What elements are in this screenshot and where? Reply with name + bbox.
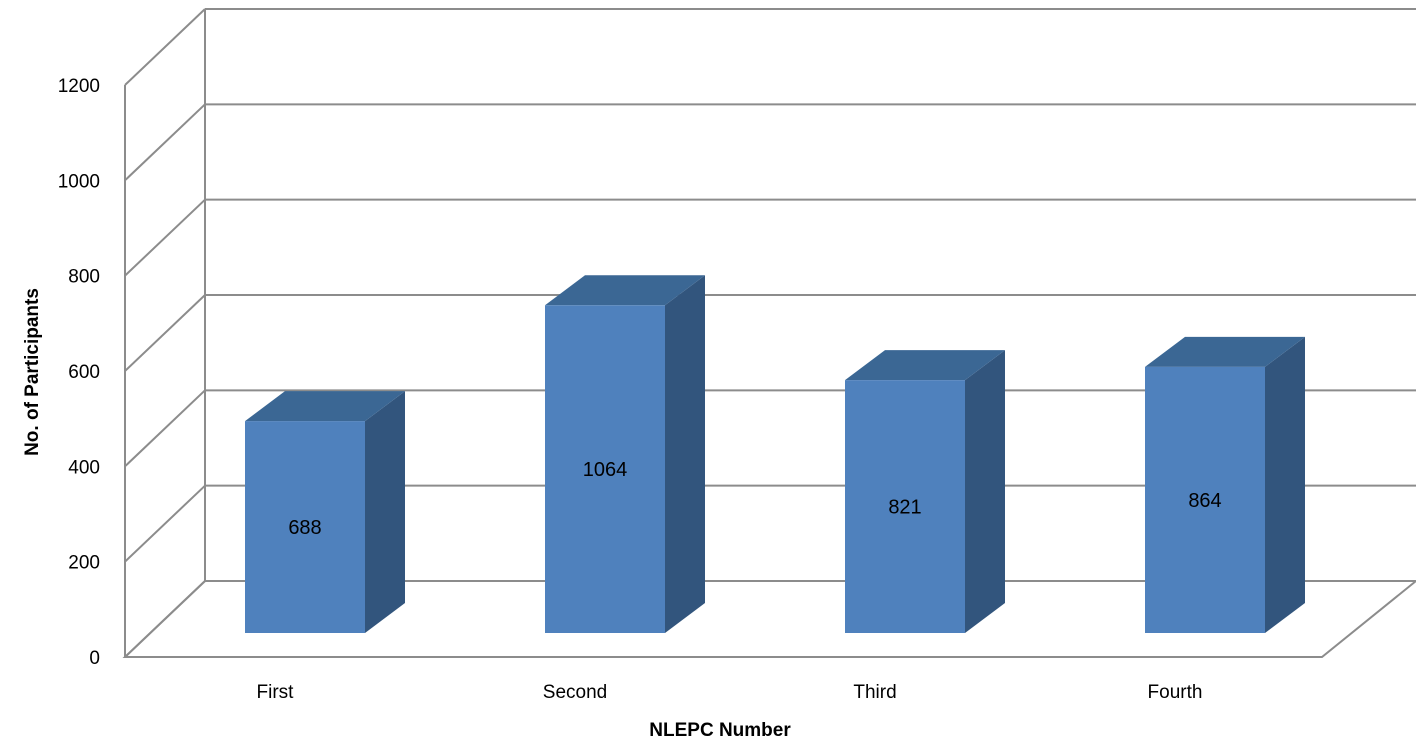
y-tick-label: 800 [68,267,100,288]
bar-side [1265,336,1305,633]
labels: 0 200 400 600 800 1000 1200 688 First 1064 Second 8… [58,76,1222,703]
bar-top [1145,336,1305,367]
y-tick-label: 200 [68,553,100,574]
y-tick-label: 1000 [58,171,100,192]
gridline-side [124,103,206,182]
data-label: 821 [888,497,921,519]
floor [122,580,1416,658]
bar-side [365,391,405,633]
data-label: 688 [288,517,321,539]
bars [245,275,1305,633]
bar [1145,366,1265,633]
gridlines [122,8,1416,658]
bar [545,305,665,633]
y-axis-title: No. of Participants [22,288,43,456]
y-tick-label: 400 [68,457,100,478]
data-label: 1064 [583,459,628,481]
bar-side [965,350,1005,633]
y-tick-label: 1200 [58,76,100,97]
y-tick-label: 600 [68,362,100,383]
gridline-side [124,389,206,468]
x-tick-label: Third [853,682,896,703]
x-tick-label: Second [543,682,607,703]
bar-top [545,275,705,306]
bar [245,421,365,633]
y-tick-label: 0 [89,648,100,669]
x-tick-label: First [257,682,295,703]
gridline-side [124,8,206,86]
x-axis-title: NLEPC Number [649,720,791,741]
gridline-side [124,484,206,563]
gridline-side [124,294,206,372]
x-tick-label: Fourth [1148,682,1203,703]
bar-side [665,275,705,633]
gridline-side [124,198,206,277]
bar [845,380,965,633]
data-label: 864 [1188,490,1221,512]
bar-top [845,350,1005,381]
bar-top [245,391,405,422]
